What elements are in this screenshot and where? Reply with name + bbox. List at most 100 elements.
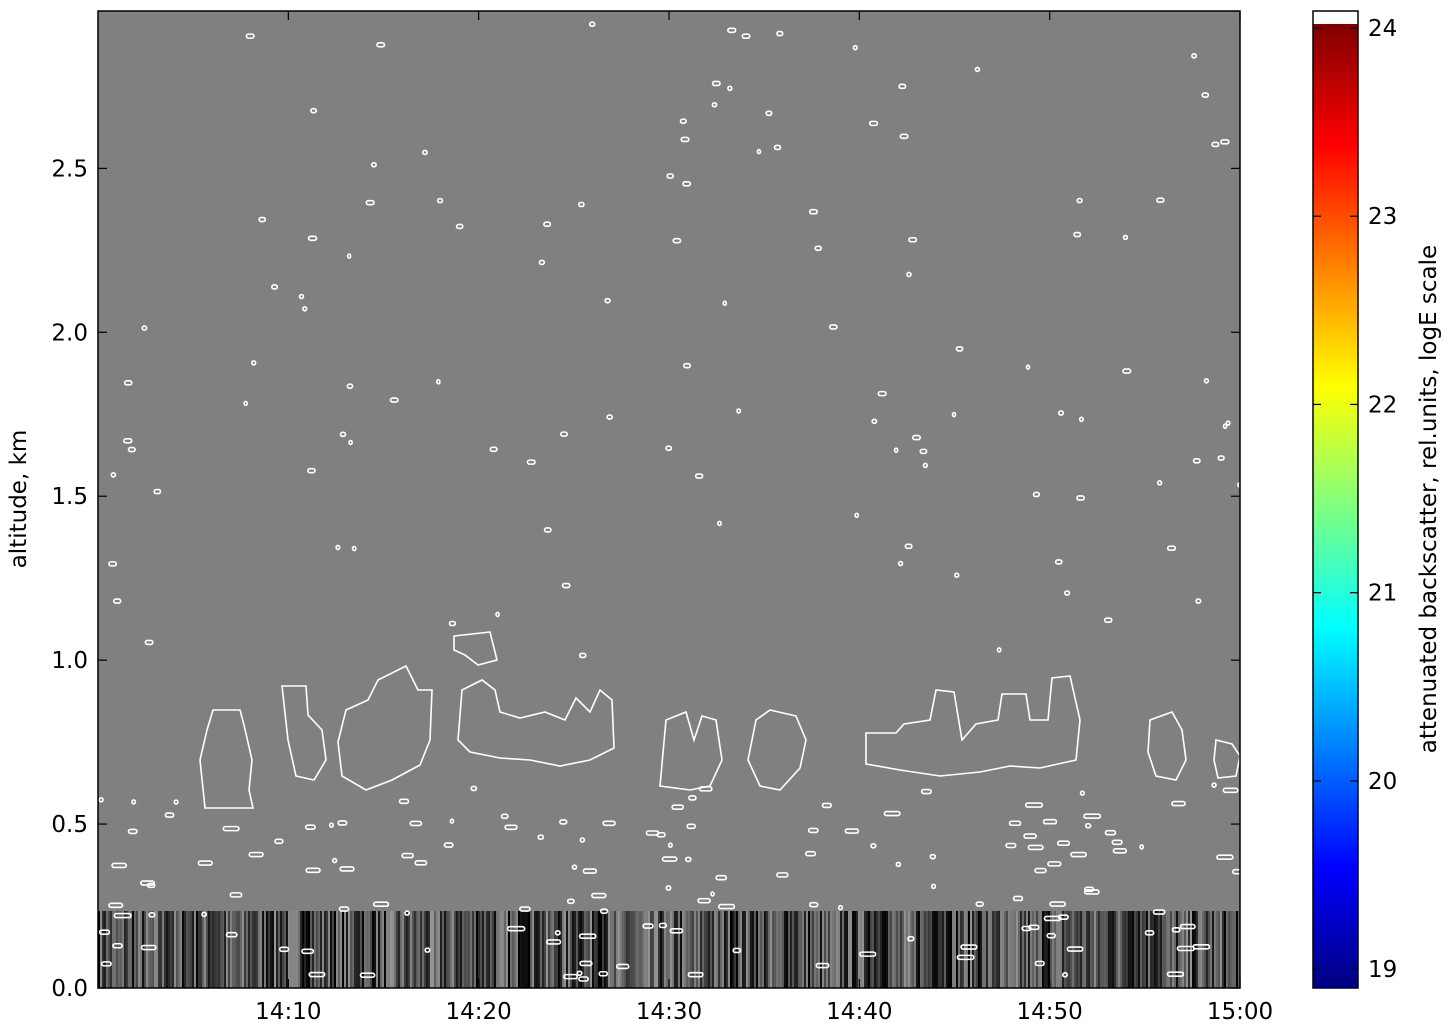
noise-stripe (856, 911, 858, 988)
noise-stripe (1174, 911, 1176, 988)
noise-stripe (806, 911, 808, 988)
noise-stripe (652, 911, 654, 988)
contour-speck (506, 925, 526, 932)
noise-stripe (376, 911, 378, 988)
noise-stripe (1172, 911, 1174, 988)
contour-speck (173, 799, 179, 805)
noise-stripe (336, 911, 338, 988)
x-tick-label: 15:00 (1207, 999, 1273, 1025)
noise-stripe (454, 911, 456, 988)
contour-speck (815, 962, 830, 969)
contour-speck (727, 85, 733, 92)
noise-stripe (862, 911, 864, 988)
noise-stripe (120, 911, 122, 988)
noise-stripe (1100, 911, 1102, 988)
noise-stripe (1188, 911, 1190, 988)
noise-stripe (1092, 911, 1094, 988)
contour-speck (1062, 972, 1069, 978)
noise-stripe (468, 911, 470, 988)
noise-stripe (1054, 911, 1056, 988)
contour-speck (741, 33, 751, 39)
contour-speck (1156, 480, 1163, 486)
noise-stripe (132, 911, 134, 988)
noise-stripe (664, 911, 666, 988)
contour-speck (602, 820, 616, 827)
noise-stripe (824, 911, 826, 988)
contour-speck (911, 434, 922, 441)
noise-stripe (1062, 911, 1064, 988)
contour-speck (679, 118, 687, 124)
noise-stripe (452, 911, 454, 988)
noise-stripe (1182, 911, 1184, 988)
contour-speck (566, 898, 575, 905)
noise-stripe (532, 911, 534, 988)
contour-speck (258, 216, 267, 223)
contour-speck (335, 544, 341, 551)
contour-speck (389, 397, 399, 403)
noise-stripe (788, 911, 790, 988)
noise-stripe (1102, 911, 1104, 988)
noise-stripe (270, 911, 272, 988)
contour-speck (1027, 844, 1044, 851)
noise-stripe (1078, 911, 1080, 988)
noise-stripe (314, 911, 316, 988)
noise-stripe (992, 911, 994, 988)
colorbar-tick-label: 21 (1368, 581, 1397, 607)
noise-stripe (470, 911, 472, 988)
noise-stripe (702, 911, 704, 988)
y-tick-label: 2.5 (51, 156, 88, 182)
noise-stripe (524, 911, 526, 988)
noise-stripe (438, 911, 440, 988)
noise-stripe (418, 911, 420, 988)
noise-stripe (990, 911, 992, 988)
noise-stripe (1038, 911, 1040, 988)
noise-stripe (1002, 911, 1004, 988)
contour-speck (1008, 820, 1022, 827)
noise-stripe (322, 911, 324, 988)
contour-speck (197, 860, 213, 866)
noise-stripe (538, 911, 540, 988)
noise-stripe (1018, 911, 1020, 988)
noise-stripe (1234, 911, 1236, 988)
noise-stripe (98, 911, 100, 988)
contour-speck (504, 824, 518, 831)
noise-stripe (260, 911, 262, 988)
noise-stripe (688, 911, 690, 988)
contour-speck (519, 906, 531, 912)
noise-stripe (190, 911, 192, 988)
noise-stripe (642, 911, 644, 988)
noise-stripe (884, 911, 886, 988)
noise-stripe (1074, 911, 1076, 988)
noise-stripe (216, 911, 218, 988)
noise-stripe (1016, 911, 1018, 988)
contour-speck (414, 860, 428, 866)
contour-speck (804, 850, 817, 857)
noise-stripe (594, 911, 596, 988)
noise-stripe (588, 911, 590, 988)
noise-stripe (636, 911, 638, 988)
noise-stripe (244, 911, 246, 988)
contour-speck (1012, 895, 1024, 902)
contour-speck (1057, 410, 1065, 416)
noise-stripe (782, 911, 784, 988)
noise-stripe (1138, 911, 1140, 988)
noise-stripe (156, 911, 158, 988)
noise-stripe (916, 911, 918, 988)
contour-speck (338, 906, 350, 912)
noise-stripe (484, 911, 486, 988)
noise-stripe (434, 911, 436, 988)
noise-stripe (938, 911, 940, 988)
noise-stripe (840, 911, 842, 988)
contour-speck (656, 831, 666, 838)
contour-speck (123, 438, 133, 444)
contour-speck (1056, 840, 1071, 847)
noise-stripe (1030, 911, 1032, 988)
noise-stripe (720, 911, 722, 988)
contour-speck (1166, 971, 1185, 977)
noise-stripe (136, 911, 138, 988)
noise-stripe (266, 911, 268, 988)
noise-stripe (294, 911, 296, 988)
contour-speck (852, 44, 858, 51)
noise-stripe (116, 911, 118, 988)
contour-speck (919, 448, 928, 455)
